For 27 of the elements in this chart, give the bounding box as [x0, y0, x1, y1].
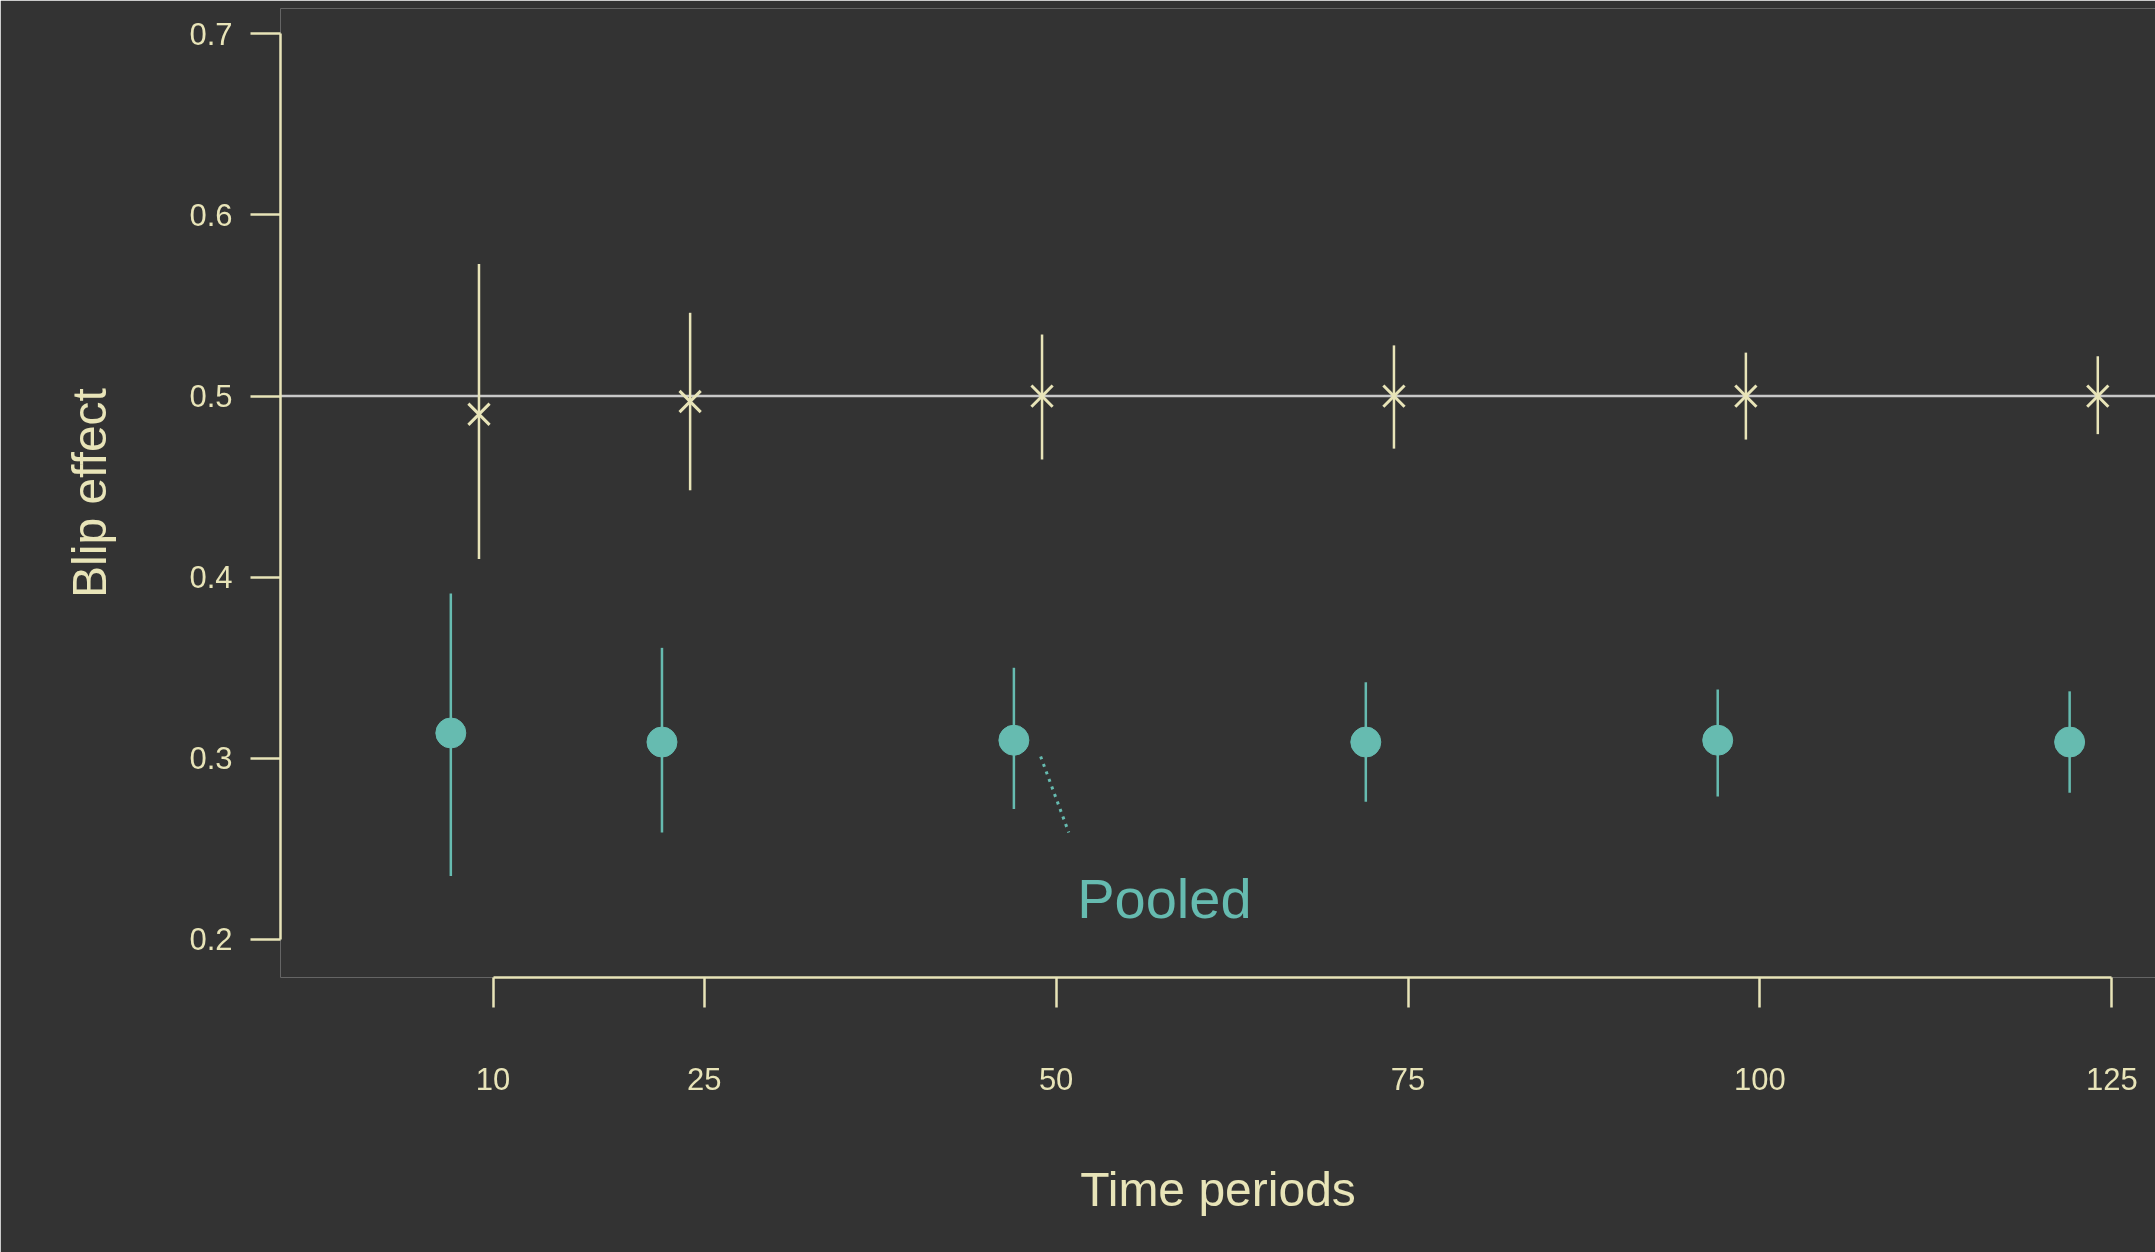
x-tick-label: 100 [1734, 1061, 1786, 1097]
y-tick-label: 0.2 [189, 922, 233, 958]
point [998, 724, 1030, 756]
point [1350, 726, 1382, 758]
point [435, 717, 467, 749]
point [1029, 383, 1055, 409]
x-axis-title: Time periods [1080, 1162, 1356, 1216]
y-tick-label: 0.5 [189, 379, 233, 415]
point [1733, 383, 1758, 409]
x-tick-label: 10 [475, 1061, 511, 1097]
y-tick-label: 0.4 [189, 560, 233, 596]
point [646, 726, 678, 758]
point [678, 389, 703, 414]
x-tick-label: 50 [1038, 1061, 1074, 1097]
y-tick-label: 0.3 [189, 741, 233, 777]
x-tick-label: 25 [686, 1061, 722, 1097]
point [2054, 726, 2086, 758]
x-tick-label: 125 [2086, 1061, 2138, 1097]
point [2085, 383, 2110, 409]
y-tick-label: 0.6 [189, 197, 233, 233]
y-axis-title: Blip effect [63, 388, 117, 598]
y-tick-label: 0.7 [189, 16, 233, 52]
point [466, 402, 492, 427]
point [1381, 383, 1407, 409]
legend-label: Pooled [1077, 867, 1252, 931]
x-tick-label: 75 [1390, 1061, 1426, 1097]
point [1702, 724, 1734, 756]
